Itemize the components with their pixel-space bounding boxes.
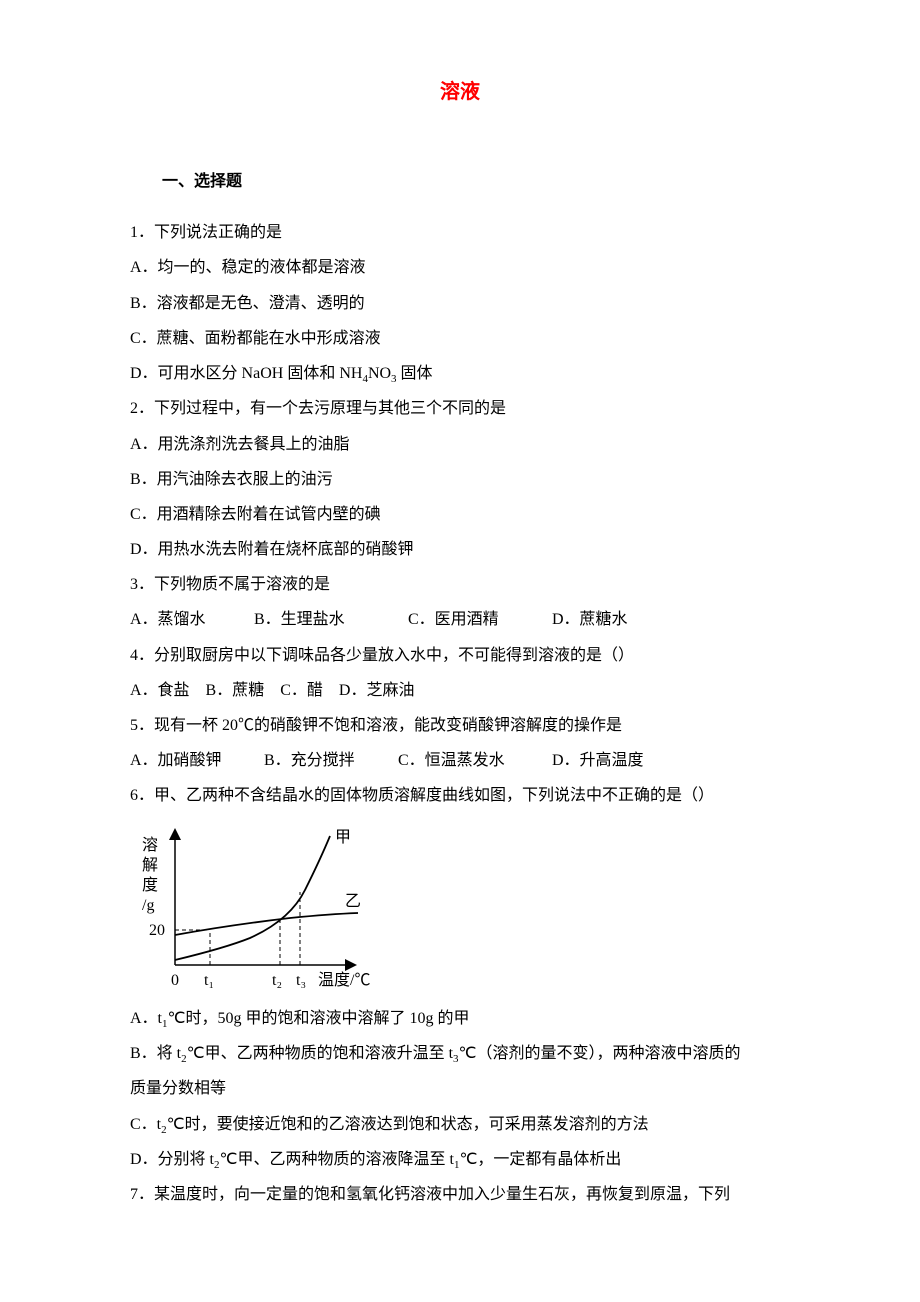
svg-text:温度/℃: 温度/℃: [318, 971, 370, 989]
q2-opt-b: B．用汽油除去衣服上的油污: [130, 462, 790, 497]
q6-a-pre: A．t: [130, 1010, 162, 1027]
q2-stem: 2．下列过程中，有一个去污原理与其他三个不同的是: [130, 391, 790, 426]
q6-d-pre: D．分别将 t: [130, 1151, 214, 1168]
q1-opt-d: D．可用水区分 NaOH 固体和 NH4NO3 固体: [130, 356, 790, 391]
q6-d-mid: ℃甲、乙两种物质的溶液降温至 t: [220, 1151, 454, 1168]
q2-opt-c: C．用酒精除去附着在试管内壁的碘: [130, 497, 790, 532]
q1-d-pre: D．可用水区分 NaOH 固体和 NH: [130, 365, 362, 382]
svg-text:t₃: t₃: [296, 972, 306, 989]
svg-text:溶: 溶: [142, 836, 158, 854]
chart-svg: 溶解度/g 20 甲乙 0 t₁ t₂ t₃ 温度/℃: [130, 820, 380, 995]
q6-opt-d: D．分别将 t2℃甲、乙两种物质的溶液降温至 t1℃，一定都有晶体析出: [130, 1142, 790, 1177]
q1-opt-a: A．均一的、稳定的液体都是溶液: [130, 250, 790, 285]
q4-stem: 4．分别取厨房中以下调味品各少量放入水中，不可能得到溶液的是（）: [130, 638, 790, 673]
q3-opt-c: C．医用酒精: [408, 602, 548, 637]
q6-c-post: ℃时，要使接近饱和的乙溶液达到饱和状态，可采用蒸发溶剂的方法: [167, 1116, 649, 1133]
q2-opt-a: A．用洗涤剂洗去餐具上的油脂: [130, 427, 790, 462]
q6-b-mid: ℃甲、乙两种物质的饱和溶液升温至 t: [187, 1045, 453, 1062]
q5-opt-c: C．恒温蒸发水: [398, 743, 548, 778]
q1-d-post: 固体: [397, 365, 433, 382]
svg-text:乙: 乙: [345, 893, 361, 910]
q5-stem: 5．现有一杯 20℃的硝酸钾不饱和溶液，能改变硝酸钾溶解度的操作是: [130, 708, 790, 743]
svg-text:0: 0: [171, 972, 179, 989]
svg-text:甲: 甲: [335, 829, 351, 846]
q1-opt-c: C．蔗糖、面粉都能在水中形成溶液: [130, 321, 790, 356]
q1-opt-b: B．溶液都是无色、澄清、透明的: [130, 286, 790, 321]
q5-opts: A．加硝酸钾 B．充分搅拌 C．恒温蒸发水 D．升高温度: [130, 743, 790, 778]
svg-text:t₂: t₂: [272, 972, 282, 989]
q6-opt-b: B．将 t2℃甲、乙两种物质的饱和溶液升温至 t3℃（溶剂的量不变），两种溶液中…: [130, 1036, 790, 1071]
q3-opt-d: D．蔗糖水: [552, 602, 628, 637]
q3-opt-a: A．蒸馏水: [130, 602, 250, 637]
svg-text:解: 解: [142, 856, 158, 874]
q6-opt-a: A．t1℃时，50g 甲的饱和溶液中溶解了 10g 的甲: [130, 1001, 790, 1036]
svg-text:20: 20: [149, 922, 165, 939]
q3-opts: A．蒸馏水 B．生理盐水 C．医用酒精 D．蔗糖水: [130, 602, 790, 637]
section-heading: 一、选择题: [130, 164, 790, 199]
q1-stem: 1．下列说法正确的是: [130, 215, 790, 250]
q3-opt-b: B．生理盐水: [254, 602, 404, 637]
q5-opt-a: A．加硝酸钾: [130, 743, 260, 778]
q3-stem: 3．下列物质不属于溶液的是: [130, 567, 790, 602]
doc-title: 溶液: [130, 70, 790, 114]
svg-text:度: 度: [142, 876, 158, 894]
q6-opt-c: C．t2℃时，要使接近饱和的乙溶液达到饱和状态，可采用蒸发溶剂的方法: [130, 1107, 790, 1142]
q6-d-post: ℃，一定都有晶体析出: [459, 1151, 621, 1168]
q5-opt-d: D．升高温度: [552, 743, 644, 778]
svg-text:t₁: t₁: [204, 972, 214, 989]
q7-stem: 7．某温度时，向一定量的饱和氢氧化钙溶液中加入少量生石灰，再恢复到原温，下列: [130, 1177, 790, 1212]
q5-opt-b: B．充分搅拌: [264, 743, 394, 778]
q6-c-pre: C．t: [130, 1116, 161, 1133]
q6-b-post: ℃（溶剂的量不变），两种溶液中溶质的: [459, 1045, 741, 1062]
solubility-chart: 溶解度/g 20 甲乙 0 t₁ t₂ t₃ 温度/℃: [130, 820, 790, 995]
q6-stem: 6．甲、乙两种不含结晶水的固体物质溶解度曲线如图，下列说法中不正确的是（）: [130, 778, 790, 813]
q6-a-post: ℃时，50g 甲的饱和溶液中溶解了 10g 的甲: [168, 1010, 470, 1027]
q2-opt-d: D．用热水洗去附着在烧杯底部的硝酸钾: [130, 532, 790, 567]
q6-opt-b-line2: 质量分数相等: [130, 1071, 790, 1106]
q1-d-mid: NO: [368, 365, 391, 382]
svg-text:/g: /g: [142, 897, 154, 914]
q4-opts: A．食盐 B．蔗糖 C．醋 D．芝麻油: [130, 673, 790, 708]
q6-b-pre: B．将 t: [130, 1045, 181, 1062]
